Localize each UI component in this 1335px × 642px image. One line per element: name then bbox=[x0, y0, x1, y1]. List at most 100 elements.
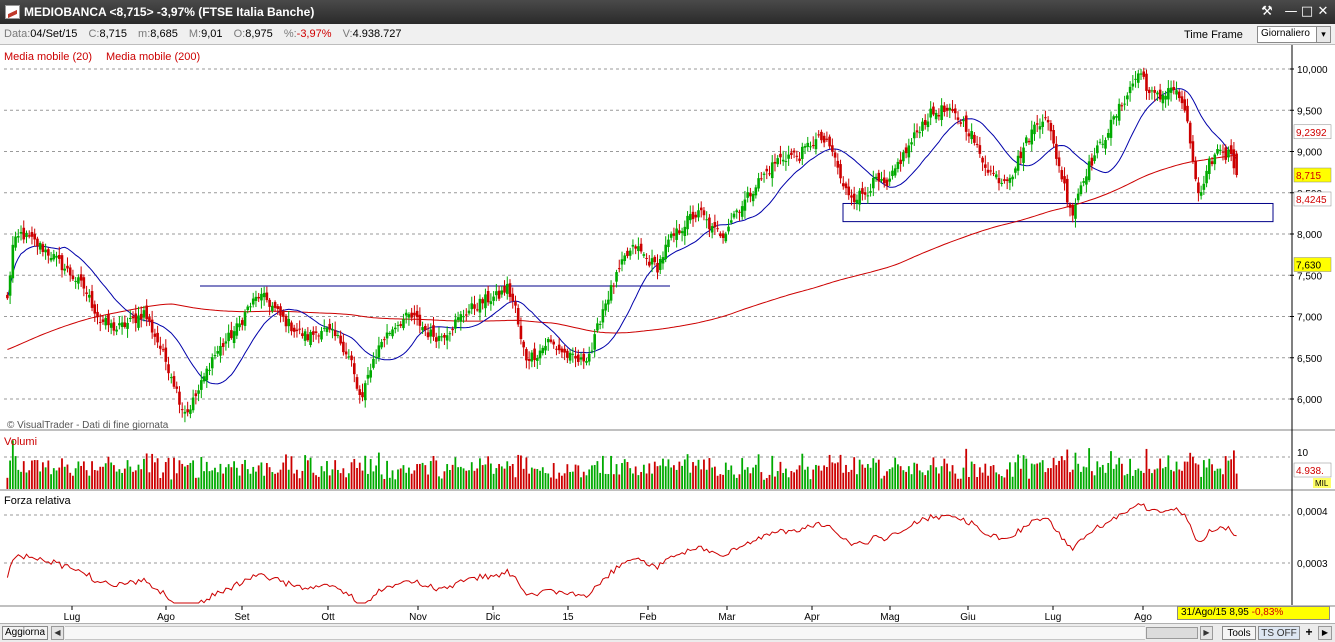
candle-body bbox=[1208, 158, 1211, 174]
candle-body bbox=[325, 327, 329, 333]
scroll-left-icon[interactable]: ◀ bbox=[51, 626, 64, 640]
volume-bar bbox=[1074, 452, 1077, 489]
volume-bar bbox=[468, 470, 470, 489]
legend-ma20: Media mobile (20) bbox=[4, 51, 92, 63]
candle-body bbox=[1046, 119, 1050, 123]
scroll-end-icon[interactable]: ▶ bbox=[1318, 626, 1332, 640]
volume-bar bbox=[1205, 467, 1208, 489]
candle-body bbox=[1071, 205, 1075, 216]
timeframe-select[interactable]: Giornaliero ▾ bbox=[1257, 26, 1331, 43]
volume-bar bbox=[358, 462, 361, 489]
price-label-box bbox=[1293, 257, 1332, 272]
minimize-icon[interactable]: — bbox=[1284, 4, 1298, 19]
volume-bar bbox=[222, 473, 225, 489]
candle-body bbox=[825, 138, 829, 140]
scroll-right-icon[interactable]: ▶ bbox=[1200, 626, 1213, 640]
candle-body bbox=[1003, 179, 1006, 182]
open-value: 8,975 bbox=[245, 28, 273, 40]
candle-body bbox=[246, 306, 250, 311]
high-label: M: bbox=[188, 28, 202, 40]
volume-bar bbox=[1047, 468, 1050, 489]
volume-bar bbox=[77, 461, 80, 489]
volume-bar bbox=[648, 463, 651, 489]
chevron-down-icon[interactable]: ▾ bbox=[1316, 27, 1330, 42]
volume-bar bbox=[339, 473, 342, 489]
volume-bar bbox=[246, 469, 249, 489]
ma20-line bbox=[6, 88, 1237, 385]
volume-bar bbox=[902, 470, 905, 489]
candle-body bbox=[434, 337, 438, 342]
volume-bar bbox=[342, 468, 345, 489]
candle-body bbox=[888, 178, 892, 182]
candle-body bbox=[22, 227, 26, 240]
candle-body bbox=[1161, 95, 1165, 104]
tools-icon[interactable]: ⚒ bbox=[1261, 4, 1273, 19]
volume-bar bbox=[205, 461, 208, 489]
volume-bar bbox=[850, 469, 853, 489]
volume-bar bbox=[793, 472, 795, 489]
candle-body bbox=[1106, 133, 1110, 138]
add-button[interactable]: + bbox=[1305, 625, 1313, 639]
volume-bar bbox=[1115, 464, 1118, 489]
candle-body bbox=[503, 286, 506, 293]
candle-body bbox=[746, 192, 749, 198]
tools-button[interactable]: Tools bbox=[1222, 626, 1256, 640]
candle-body bbox=[251, 298, 255, 305]
volume-bar bbox=[413, 470, 416, 489]
volume-bar bbox=[659, 465, 662, 489]
volume-bar bbox=[1014, 462, 1017, 489]
volume-bar bbox=[80, 465, 83, 489]
candle-body bbox=[52, 254, 56, 260]
rs-tick-lower: 0,0003 bbox=[1297, 559, 1328, 570]
volume-bar bbox=[834, 463, 836, 489]
volume-bar bbox=[263, 475, 266, 489]
candle-body bbox=[776, 158, 780, 165]
scroll-track[interactable] bbox=[65, 626, 1145, 640]
chart-background bbox=[0, 45, 1335, 623]
candle-body bbox=[322, 327, 326, 329]
close-icon[interactable]: ✕ bbox=[1317, 4, 1329, 19]
candle-body bbox=[765, 168, 769, 172]
time-tick-label: Mar bbox=[718, 612, 736, 623]
volume-bar bbox=[151, 453, 154, 489]
volume-bar bbox=[424, 465, 427, 489]
volume-bar bbox=[148, 472, 151, 489]
candle-body bbox=[161, 349, 165, 351]
volume-bar bbox=[667, 459, 670, 489]
volume-bar bbox=[1181, 470, 1183, 489]
scroll-thumb[interactable] bbox=[1146, 627, 1198, 639]
candle-body bbox=[8, 275, 12, 296]
candle-body bbox=[107, 313, 110, 326]
volume-bar bbox=[842, 472, 845, 489]
volume-bar bbox=[418, 463, 421, 489]
volume-bar bbox=[492, 473, 495, 489]
candle-body bbox=[653, 256, 657, 263]
volume-bar bbox=[153, 462, 156, 489]
candle-body bbox=[544, 345, 547, 351]
candle-body bbox=[74, 280, 77, 282]
candle-body bbox=[852, 193, 856, 203]
candle-body bbox=[156, 332, 159, 343]
chart-area[interactable]: 10,0009,5009,0008,5008,0007,5007,0006,50… bbox=[0, 45, 1335, 623]
ts-off-button[interactable]: TS OFF bbox=[1258, 626, 1300, 640]
volume-bar bbox=[943, 458, 946, 489]
volume-bar bbox=[181, 463, 184, 489]
volume-bar bbox=[795, 469, 798, 489]
volume-bar bbox=[495, 468, 498, 489]
candle-body bbox=[1221, 151, 1225, 153]
time-tick-label: Lug bbox=[1045, 612, 1062, 623]
update-button[interactable]: Aggiorna bbox=[2, 626, 48, 640]
volume-bar bbox=[1030, 463, 1033, 489]
candle-body bbox=[437, 335, 441, 341]
volume-bar bbox=[727, 469, 730, 489]
maximize-icon[interactable]: □ bbox=[1300, 4, 1314, 19]
candle-body bbox=[934, 112, 938, 120]
volume-bar bbox=[935, 467, 938, 489]
candle-body bbox=[33, 233, 36, 240]
candle-body bbox=[131, 316, 135, 319]
candle-body bbox=[402, 319, 405, 329]
candle-body bbox=[803, 146, 807, 148]
candle-body bbox=[642, 254, 646, 256]
volume-bar bbox=[96, 470, 99, 489]
volume-bar bbox=[664, 466, 667, 489]
